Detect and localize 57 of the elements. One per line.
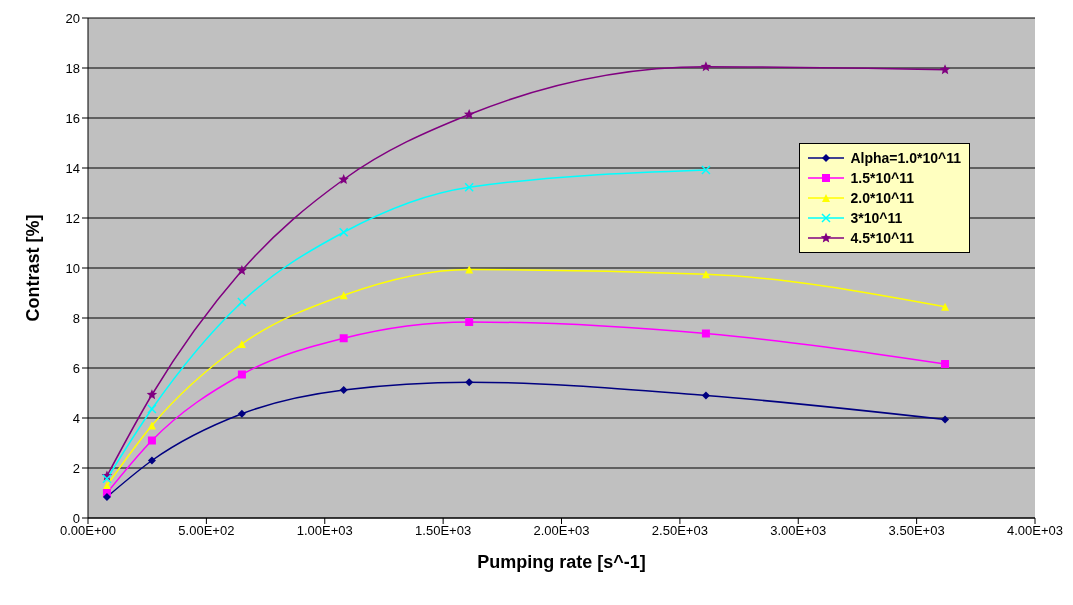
point xyxy=(237,409,246,418)
y-axis-title: Contrast [%] xyxy=(23,214,44,322)
legend-label: 4.5*10^11 xyxy=(850,230,914,246)
y-tick-label: 6 xyxy=(72,360,80,376)
point xyxy=(146,389,158,400)
x-tick-label: 5.00E+02 xyxy=(178,523,235,539)
y-tick-label: 10 xyxy=(65,260,80,276)
y-tick-label: 12 xyxy=(65,210,80,226)
point xyxy=(701,165,711,175)
y-tick-label: 20 xyxy=(65,10,80,26)
point xyxy=(237,370,246,379)
point xyxy=(147,436,156,445)
point xyxy=(465,378,474,387)
y-tick-label: 4 xyxy=(72,410,80,426)
point xyxy=(464,182,474,192)
point xyxy=(237,340,246,348)
x-tick-label: 2.50E+03 xyxy=(651,523,708,539)
point xyxy=(941,360,950,368)
point xyxy=(465,318,474,326)
point xyxy=(463,109,475,119)
point xyxy=(701,270,710,279)
point xyxy=(102,474,112,484)
point xyxy=(338,174,349,184)
point xyxy=(941,415,950,424)
point xyxy=(939,64,951,75)
point xyxy=(236,265,248,275)
legend-label: 2.0*10^11 xyxy=(850,190,914,206)
legend-label: 1.5*10^11 xyxy=(850,170,914,186)
point xyxy=(339,334,348,343)
point xyxy=(338,227,349,237)
legend-label: 3*10^11 xyxy=(850,210,903,226)
point xyxy=(147,456,156,465)
y-tick-label: 16 xyxy=(65,110,80,126)
point xyxy=(147,421,156,430)
x-axis-title: Pumping rate [s^-1] xyxy=(477,552,646,572)
legend-label: Alpha=1.0*10^11 xyxy=(850,150,961,166)
point xyxy=(701,391,710,400)
x-tick-label: 2.00E+03 xyxy=(533,523,590,539)
y-tick-label: 18 xyxy=(65,60,80,76)
point xyxy=(339,386,348,394)
x-tick-label: 1.50E+03 xyxy=(415,523,472,539)
y-tick-label: 8 xyxy=(72,310,80,326)
point xyxy=(700,61,712,72)
x-tick-label: 4.00E+03 xyxy=(1006,523,1064,539)
y-tick-label: 2 xyxy=(72,460,80,476)
point xyxy=(465,265,474,274)
point xyxy=(701,329,710,338)
x-tick-label: 1.00E+03 xyxy=(296,523,353,539)
y-tick-label: 0 xyxy=(72,510,80,526)
point xyxy=(237,297,247,307)
point xyxy=(102,493,111,501)
point xyxy=(147,404,157,414)
x-tick-label: 3.00E+03 xyxy=(770,523,827,539)
point xyxy=(941,302,950,311)
x-tick-label: 3.50E+03 xyxy=(888,523,945,539)
y-tick-label: 14 xyxy=(65,160,80,176)
x-tick-label: 0.00E+00 xyxy=(59,523,117,539)
